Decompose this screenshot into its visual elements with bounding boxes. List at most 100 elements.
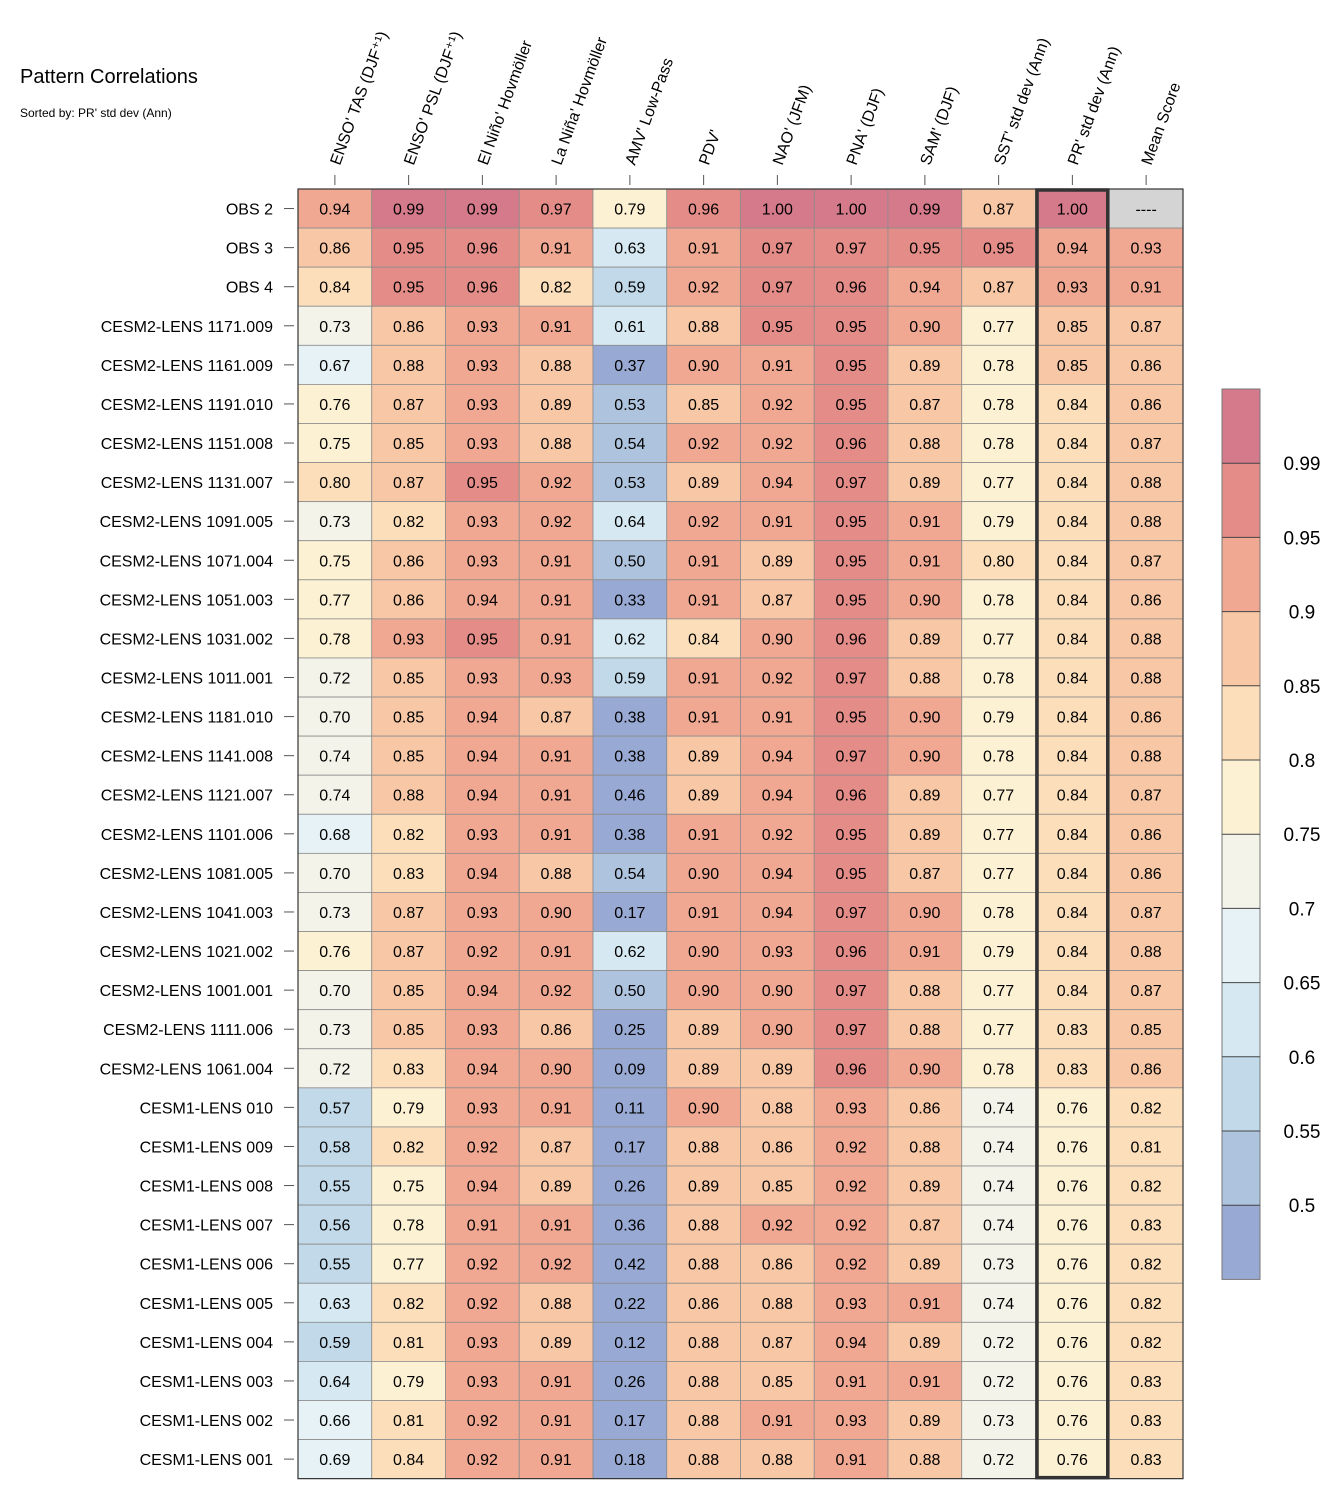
heatmap-cell: 0.75 bbox=[297, 423, 373, 463]
cell-value: 0.94 bbox=[467, 788, 498, 805]
heatmap-cell: 0.84 bbox=[1035, 813, 1110, 854]
cell-value: 0.89 bbox=[541, 1335, 572, 1352]
cell-value: 1.00 bbox=[836, 202, 867, 219]
heatmap-cell: 0.87 bbox=[371, 892, 446, 932]
colorbar-swatch bbox=[1222, 908, 1260, 983]
heatmap-cell: 0.50 bbox=[592, 540, 668, 581]
heatmap-cell: 0.88 bbox=[887, 657, 963, 698]
heatmap-cell: 0.76 bbox=[1035, 1204, 1110, 1245]
cell-value: 0.92 bbox=[836, 1179, 867, 1196]
heatmap-cell: 0.83 bbox=[371, 1048, 446, 1089]
cell-value: 0.85 bbox=[393, 1022, 424, 1039]
row-label: CESM2-LENS 1011.001 bbox=[101, 671, 273, 688]
cell-value: 0.91 bbox=[762, 358, 793, 375]
cell-value: 0.88 bbox=[688, 1218, 719, 1235]
cell-value: 0.38 bbox=[614, 710, 645, 727]
heatmap-cell: 0.89 bbox=[666, 1048, 741, 1089]
cell-value: 0.93 bbox=[467, 1100, 498, 1117]
cell-value: 0.91 bbox=[541, 1100, 572, 1117]
heatmap-cell: 0.93 bbox=[445, 305, 520, 346]
heatmap-cell: 0.78 bbox=[961, 735, 1036, 776]
cell-value: 0.88 bbox=[1131, 631, 1162, 648]
heatmap-cell: 0.93 bbox=[445, 657, 520, 698]
heatmap-cell: 0.84 bbox=[1035, 892, 1110, 932]
heatmap-cell: 0.80 bbox=[961, 540, 1036, 581]
heatmap-cell: 0.78 bbox=[961, 423, 1036, 463]
cell-value: 0.88 bbox=[541, 866, 572, 883]
heatmap-cell: 0.88 bbox=[1108, 735, 1184, 776]
cell-value: 0.93 bbox=[467, 436, 498, 453]
cell-value: 0.94 bbox=[319, 202, 350, 219]
heatmap-cell: 0.97 bbox=[813, 1009, 889, 1050]
heatmap-cell: 0.87 bbox=[518, 1126, 594, 1167]
heatmap-cell: 0.93 bbox=[445, 1361, 520, 1401]
cell-value: 0.77 bbox=[983, 866, 1014, 883]
heatmap-cell: 0.90 bbox=[887, 735, 963, 776]
cell-value: 0.85 bbox=[393, 671, 424, 688]
heatmap-cell: 0.84 bbox=[1035, 735, 1110, 776]
heatmap-cell: 0.86 bbox=[740, 1243, 815, 1284]
heatmap-cell: 0.82 bbox=[1108, 1321, 1184, 1362]
cell-value: 0.93 bbox=[467, 1374, 498, 1391]
heatmap-cell: 0.62 bbox=[592, 618, 668, 659]
cell-value: 0.78 bbox=[983, 905, 1014, 922]
heatmap-cell: 0.96 bbox=[813, 618, 889, 659]
heatmap-cell: 0.90 bbox=[887, 892, 963, 932]
heatmap-cell: 0.89 bbox=[666, 1165, 741, 1206]
cell-value: 0.57 bbox=[319, 1100, 350, 1117]
cell-value: 0.90 bbox=[762, 1022, 793, 1039]
heatmap-cell: 0.83 bbox=[1108, 1400, 1184, 1440]
cell-value: 0.94 bbox=[467, 1179, 498, 1196]
heatmap-cell: 0.85 bbox=[1035, 305, 1110, 346]
cell-value: 0.85 bbox=[393, 749, 424, 766]
cell-value: 0.92 bbox=[762, 397, 793, 414]
cell-value: 0.74 bbox=[319, 788, 350, 805]
cell-value: 0.12 bbox=[614, 1335, 645, 1352]
cell-value: 0.86 bbox=[1131, 592, 1162, 609]
cell-value: 0.78 bbox=[319, 631, 350, 648]
cell-value: 0.88 bbox=[909, 436, 940, 453]
heatmap-cell: 0.78 bbox=[961, 579, 1036, 620]
heatmap-cell: 0.96 bbox=[445, 266, 520, 307]
cell-value: 0.91 bbox=[909, 514, 940, 531]
heatmap-cell: 0.97 bbox=[813, 735, 889, 776]
cell-value: 0.76 bbox=[1057, 1100, 1088, 1117]
cell-value: 0.72 bbox=[983, 1335, 1014, 1352]
heatmap-cell: 0.87 bbox=[961, 188, 1036, 229]
cell-value: 0.85 bbox=[393, 710, 424, 727]
cell-value: 0.91 bbox=[762, 710, 793, 727]
heatmap-cell: 0.86 bbox=[1108, 1048, 1184, 1089]
cell-value: 0.77 bbox=[983, 475, 1014, 492]
heatmap-cell: 0.70 bbox=[297, 696, 373, 737]
cell-value: 0.92 bbox=[467, 1413, 498, 1430]
heatmap-cell: 0.92 bbox=[518, 1243, 594, 1284]
heatmap-cell: 0.84 bbox=[1035, 462, 1110, 503]
cell-value: 0.67 bbox=[319, 358, 350, 375]
cell-value: 0.91 bbox=[762, 514, 793, 531]
cell-value: 0.82 bbox=[393, 1296, 424, 1313]
heatmap-cell: 0.88 bbox=[518, 423, 594, 463]
heatmap-cell: 0.84 bbox=[1035, 579, 1110, 620]
heatmap-cell: 0.89 bbox=[518, 1165, 594, 1206]
heatmap-cell: 0.89 bbox=[887, 774, 963, 815]
heatmap-cell: 0.95 bbox=[371, 227, 446, 268]
cell-value: 0.88 bbox=[688, 319, 719, 336]
heatmap-cell: 0.91 bbox=[518, 1439, 594, 1480]
row-label: CESM2-LENS 1021.002 bbox=[100, 944, 274, 961]
heatmap-cell: 0.97 bbox=[813, 657, 889, 698]
heatmap-cell: 0.77 bbox=[961, 618, 1036, 659]
cell-value: 0.92 bbox=[688, 514, 719, 531]
heatmap-cell: 0.92 bbox=[740, 1204, 815, 1245]
cell-value: 0.82 bbox=[541, 280, 572, 297]
cell-value: 0.81 bbox=[393, 1335, 424, 1352]
cell-value: 0.79 bbox=[983, 710, 1014, 727]
heatmap-cell: 0.87 bbox=[1108, 423, 1184, 463]
cell-value: 0.83 bbox=[1131, 1452, 1162, 1469]
heatmap-cell: 0.89 bbox=[666, 774, 741, 815]
heatmap-cell: 0.89 bbox=[887, 462, 963, 503]
cell-value: 0.25 bbox=[614, 1022, 645, 1039]
cell-value: 0.86 bbox=[762, 1139, 793, 1156]
cell-value: 0.89 bbox=[909, 475, 940, 492]
cell-value: 0.74 bbox=[319, 749, 350, 766]
cell-value: 0.88 bbox=[909, 671, 940, 688]
